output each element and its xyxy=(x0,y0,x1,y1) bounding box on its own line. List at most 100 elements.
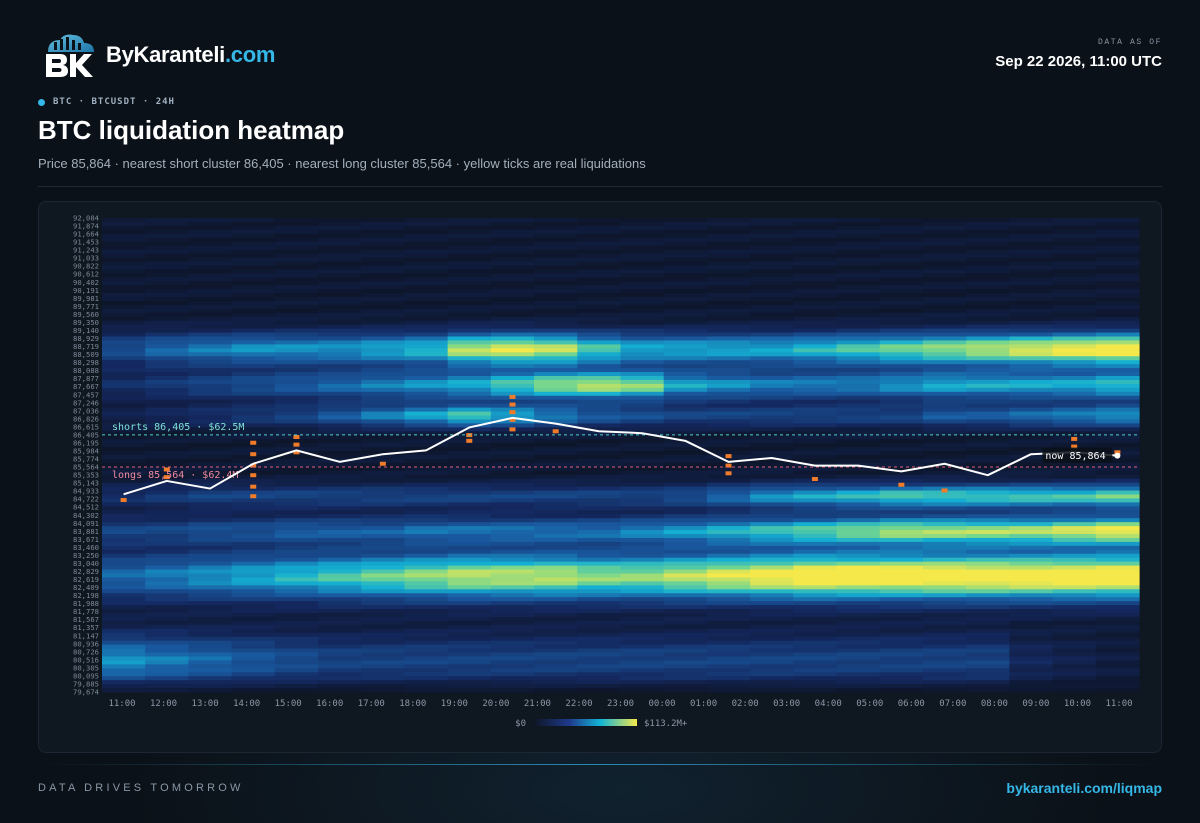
heatmap-cell xyxy=(404,652,449,657)
heatmap-chart[interactable]: 92,08491,87491,66491,45391,24391,03390,8… xyxy=(39,202,1163,754)
brand-logo[interactable]: ByKaranteli.com xyxy=(40,30,275,80)
heatmap-cell xyxy=(534,537,578,543)
heatmap-cell xyxy=(620,237,665,243)
heatmap-cell xyxy=(836,297,881,302)
heatmap-cell xyxy=(1009,376,1054,381)
heatmap-cell xyxy=(966,549,1010,555)
heatmap-cell xyxy=(836,589,881,594)
heatmap-cell xyxy=(274,415,319,420)
heatmap-cell xyxy=(490,253,535,258)
heatmap-cell xyxy=(879,304,924,310)
heatmap-cell xyxy=(534,285,578,290)
heatmap-cell xyxy=(145,462,190,468)
heatmap-cell xyxy=(836,391,881,397)
heatmap-cell xyxy=(1095,356,1140,361)
heatmap-cell xyxy=(1009,308,1054,314)
heatmap-cell xyxy=(577,597,622,602)
heatmap-cell xyxy=(922,332,967,337)
heatmap-cell xyxy=(188,399,233,405)
heatmap-cell xyxy=(836,261,881,266)
heatmap-cell xyxy=(577,565,622,571)
heatmap-cell xyxy=(102,233,146,239)
heatmap-cell xyxy=(361,376,406,381)
heatmap-cell xyxy=(318,253,362,258)
heatmap-cell xyxy=(188,534,233,539)
heatmap-cell xyxy=(1052,249,1097,255)
heatmap-cell xyxy=(145,601,190,606)
heatmap-cell xyxy=(145,372,190,377)
heatmap-cell xyxy=(706,316,751,322)
heatmap-cell xyxy=(577,537,622,543)
heatmap-cell xyxy=(879,593,924,598)
heatmap-cell xyxy=(577,451,622,456)
heatmap-cell xyxy=(145,668,190,673)
heatmap-cell xyxy=(577,676,622,681)
heatmap-cell xyxy=(836,332,881,337)
heatmap-cell xyxy=(1095,300,1140,306)
heatmap-cell xyxy=(620,399,665,405)
heatmap-cell xyxy=(361,553,406,559)
heatmap-cell xyxy=(1009,490,1054,495)
heatmap-cell xyxy=(1095,277,1140,282)
heatmap-cell xyxy=(361,297,406,302)
heatmap-cell xyxy=(836,379,881,385)
heatmap-cell xyxy=(1009,229,1054,235)
heatmap-cell xyxy=(879,522,924,527)
heatmap-cell xyxy=(750,494,794,499)
heatmap-cell xyxy=(1052,684,1097,689)
heatmap-cell xyxy=(274,605,319,610)
heatmap-cell xyxy=(318,328,362,334)
heatmap-cell xyxy=(318,225,362,231)
heatmap-cell xyxy=(922,620,967,626)
heatmap-cell xyxy=(879,241,924,247)
heatmap-cell xyxy=(1009,684,1054,689)
heatmap-cell xyxy=(404,316,449,322)
footer-link[interactable]: bykaranteli.com/liqmap xyxy=(1006,780,1162,796)
heatmap-cell xyxy=(447,352,492,357)
heatmap-cell xyxy=(361,660,406,665)
heatmap-cell xyxy=(922,455,967,460)
heatmap-cell xyxy=(145,225,190,231)
heatmap-cell xyxy=(534,229,578,235)
heatmap-cell xyxy=(145,257,190,262)
heatmap-cell xyxy=(1009,407,1054,413)
heatmap-cell xyxy=(620,265,665,270)
heatmap-cell xyxy=(318,241,362,247)
heatmap-cell xyxy=(1009,379,1054,385)
heatmap-cell xyxy=(793,285,838,290)
heatmap-cell xyxy=(966,565,1010,571)
heatmap-cell xyxy=(145,368,190,373)
heatmap-cell xyxy=(361,261,406,266)
heatmap-cell xyxy=(1009,423,1054,428)
heatmap-cell xyxy=(793,427,838,432)
heatmap-cell xyxy=(361,530,406,535)
heatmap-cell xyxy=(750,372,794,377)
heatmap-cell xyxy=(663,541,708,547)
heatmap-cell xyxy=(361,628,406,634)
heatmap-cell xyxy=(793,640,838,646)
heatmap-cell xyxy=(793,451,838,456)
heatmap-cell xyxy=(1095,589,1140,594)
heatmap-cell xyxy=(490,632,535,638)
heatmap-cell xyxy=(1052,668,1097,673)
heatmap-cell xyxy=(1095,439,1140,444)
heatmap-cell xyxy=(188,304,233,310)
heatmap-cell xyxy=(577,470,622,476)
heatmap-cell xyxy=(231,530,276,535)
heatmap-cell xyxy=(750,506,794,511)
heatmap-cell xyxy=(836,372,881,377)
heatmap-cell xyxy=(750,613,794,618)
heatmap-cell xyxy=(404,644,449,650)
heatmap-cell xyxy=(663,241,708,247)
heatmap-cell xyxy=(145,451,190,456)
heatmap-cell xyxy=(447,241,492,247)
heatmap-cell xyxy=(447,372,492,377)
heatmap-cell xyxy=(404,218,449,223)
heatmap-cell xyxy=(188,281,233,286)
heatmap-cell xyxy=(102,585,146,590)
heatmap-cell xyxy=(1095,605,1140,610)
heatmap-cell xyxy=(1052,423,1097,428)
heatmap-cell xyxy=(793,482,838,488)
heatmap-cell xyxy=(1095,652,1140,657)
heatmap-cell xyxy=(102,684,146,689)
